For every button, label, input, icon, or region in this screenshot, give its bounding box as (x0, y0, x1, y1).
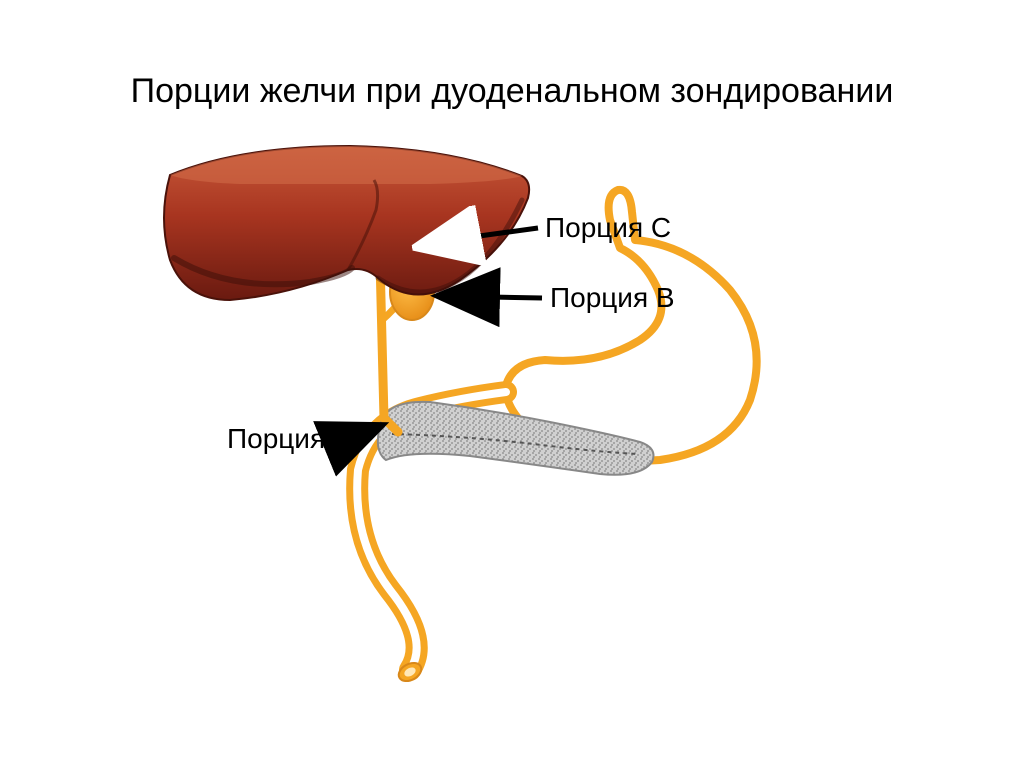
label-portion-c: Порция С (545, 212, 671, 244)
arrow-portion-b (440, 296, 542, 298)
diagram-title: Порции желчи при дуоденальном зондирован… (0, 72, 1024, 111)
label-portion-b: Порция В (550, 282, 675, 314)
diagram-svg (130, 140, 890, 700)
anatomy-diagram: Порция С Порция В Порция А (130, 140, 890, 700)
label-portion-a: Порция А (227, 423, 352, 455)
liver (164, 146, 529, 300)
